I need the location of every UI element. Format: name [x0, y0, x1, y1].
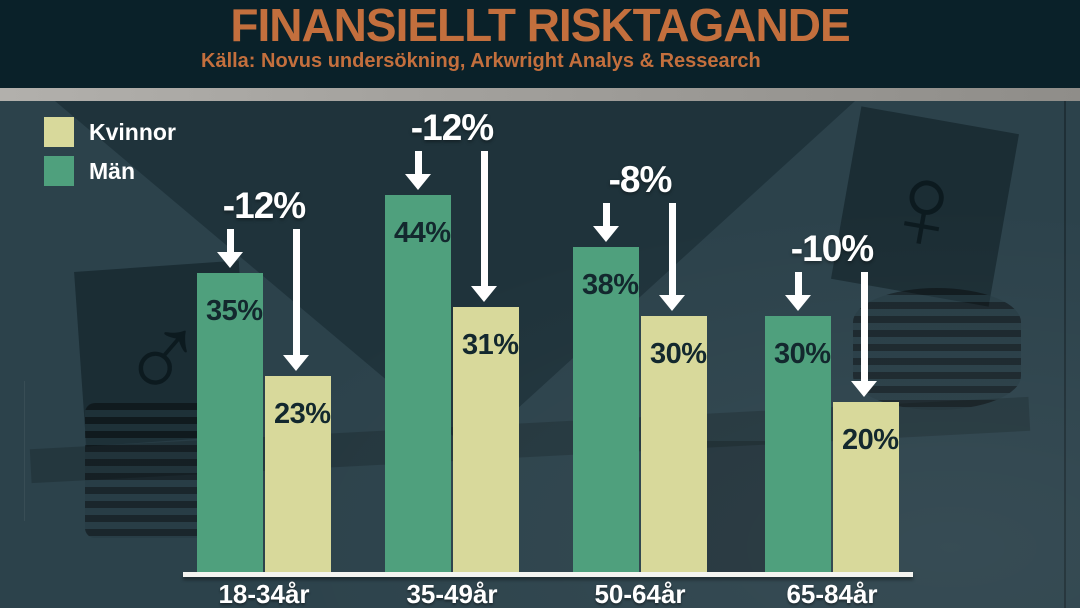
x-axis-label: 50-64år [594, 579, 686, 608]
arrow-shaft [226, 229, 234, 253]
arrow-to-women-bar [851, 272, 877, 397]
bar-women-65-84år: 20% [833, 402, 899, 575]
bar-value-women: 20% [842, 424, 899, 456]
arrow-to-men-bar [785, 272, 811, 311]
bar-value-men: 44% [394, 217, 451, 249]
legend-item-man: Män [44, 156, 176, 186]
arrow-to-women-bar [659, 203, 685, 311]
diff-label: -8% [608, 159, 673, 200]
arrow-shaft [414, 151, 422, 175]
arrow-shaft [602, 203, 610, 227]
arrow-shaft [794, 272, 802, 296]
x-axis-label: 35-49år [406, 579, 498, 608]
arrow-head-icon [471, 286, 497, 302]
bar-groups: 35% 23% -12% 18-34år 44% 31% -12% 35-49år 38% 30%… [0, 101, 1080, 608]
bar-men-18-34år: 35% [197, 273, 263, 575]
x-axis-label: 65-84år [786, 579, 878, 608]
bar-men-35-49år: 44% [385, 195, 451, 575]
bar-women-35-49år: 31% [453, 307, 519, 575]
arrow-to-women-bar [471, 151, 497, 302]
bar-men-50-64år: 38% [573, 247, 639, 575]
arrow-head-icon [405, 174, 431, 190]
photo-edge-line-left [24, 381, 25, 521]
legend: Kvinnor Män [44, 117, 176, 195]
arrow-shaft [668, 203, 676, 296]
bar-value-women: 31% [462, 329, 519, 361]
arrow-head-icon [785, 295, 811, 311]
arrow-to-women-bar [283, 229, 309, 371]
photo-sheen-overlay [0, 101, 1080, 608]
coin-stack-right [853, 288, 1021, 410]
arrow-head-icon [593, 226, 619, 242]
photo-edge-line-right [1064, 101, 1066, 608]
arrow-head-icon [283, 355, 309, 371]
bar-value-women: 23% [274, 398, 331, 430]
arrow-to-men-bar [405, 151, 431, 190]
legend-swatch-kvinnor [44, 117, 74, 147]
arrow-head-icon [217, 252, 243, 268]
chart-area: ♂ ♀ Kvinnor Män 35%23%-12%18-34år44%31%-… [0, 101, 1080, 608]
arrow-shaft [292, 229, 300, 356]
diff-label: -10% [790, 228, 874, 269]
bar-men-65-84år: 30% [765, 316, 831, 575]
legend-label-kvinnor: Kvinnor [89, 118, 176, 145]
diff-label: -12% [222, 185, 306, 226]
arrow-shaft [480, 151, 488, 287]
bar-value-men: 35% [206, 295, 263, 327]
arrow-shaft [860, 272, 868, 382]
legend-item-kvinnor: Kvinnor [44, 117, 176, 147]
diff-label: -12% [410, 107, 494, 148]
bar-women-18-34år: 23% [265, 376, 331, 575]
divider-strip [0, 88, 1080, 101]
arrow-to-men-bar [593, 203, 619, 242]
x-axis-line [183, 572, 913, 577]
header: FINANSIELLT RISKTAGANDE Källa: Novus und… [0, 0, 1080, 88]
arrow-to-men-bar [217, 229, 243, 268]
legend-swatch-man [44, 156, 74, 186]
bar-value-men: 30% [774, 338, 831, 370]
source-caption: Källa: Novus undersökning, Arkwright Ana… [201, 50, 761, 72]
bar-value-men: 38% [582, 269, 639, 301]
arrow-head-icon [659, 295, 685, 311]
x-axis-label: 18-34år [218, 579, 310, 608]
page-title: FINANSIELLT RISKTAGANDE [230, 0, 850, 51]
bar-value-women: 30% [650, 338, 707, 370]
arrow-head-icon [851, 381, 877, 397]
legend-label-man: Män [89, 157, 135, 184]
bar-women-50-64år: 30% [641, 316, 707, 575]
